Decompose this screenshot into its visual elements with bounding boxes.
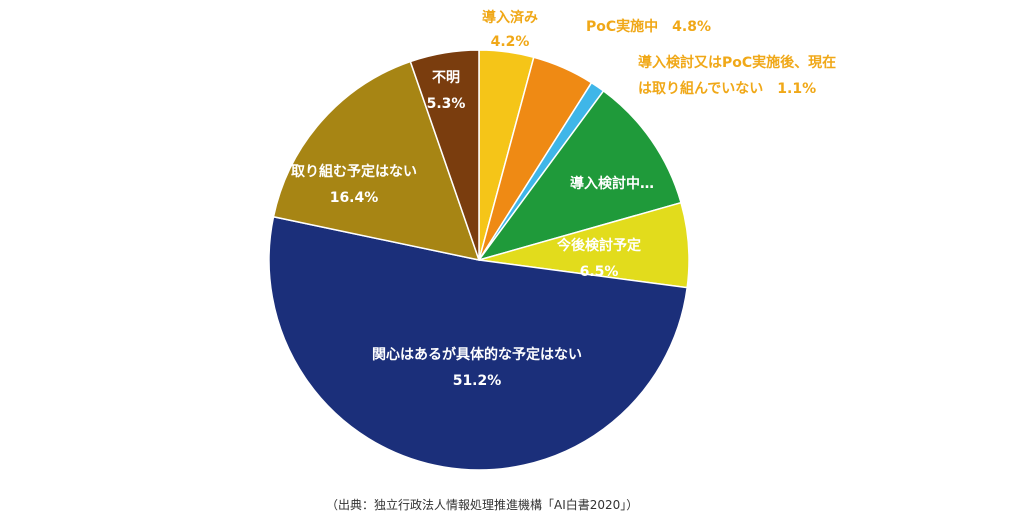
- slice-label-value-plan-to-consider: 6.5%: [580, 264, 619, 280]
- slice-label-name-no-plan: 取り組む予定はない: [291, 163, 417, 180]
- pie-labels: 導入済み 4.2% PoC実施中 4.8% 導入検討又はPoC実施後、現在 は取…: [291, 9, 836, 389]
- slice-label-value-no-plan: 16.4%: [330, 190, 379, 206]
- slice-label-value-interested-no-plan: 51.2%: [453, 373, 502, 389]
- slice-label-under-consideration: 導入検討中…: [570, 175, 654, 192]
- pie-slice-under-consideration: [477, 89, 682, 262]
- slice-label-value-unknown: 5.3%: [427, 96, 466, 112]
- slice-label-poc-in-progress: PoC実施中 4.8%: [586, 18, 711, 35]
- pie-slice-interested-no-plan: [268, 215, 689, 471]
- slice-label-name-plan-to-consider: 今後検討予定: [556, 237, 641, 254]
- slice-label-name-introduced: 導入済み: [482, 9, 538, 26]
- source-caption: （出典：独立行政法人情報処理推進機構「AI白書2020」）: [326, 498, 639, 512]
- pie-slices: [268, 49, 690, 471]
- pie-slice-unknown: [409, 49, 480, 261]
- slice-label-discontinued-line2: は取り組んでいない 1.1%: [638, 80, 816, 97]
- slice-label-name-interested-no-plan: 関心はあるが具体的な予定はない: [372, 346, 582, 363]
- slice-label-value-introduced: 4.2%: [491, 34, 530, 50]
- pie-slice-no-plan: [272, 60, 481, 262]
- slice-label-name-unknown: 不明: [432, 70, 460, 86]
- slice-label-discontinued-line1: 導入検討又はPoC実施後、現在: [638, 54, 836, 71]
